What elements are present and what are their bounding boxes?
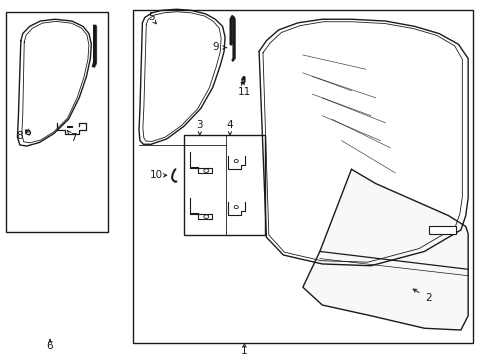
- Bar: [6, 12, 108, 232]
- Bar: [132, 10, 472, 342]
- Text: 11: 11: [237, 87, 251, 98]
- Text: 3: 3: [196, 120, 203, 130]
- Text: 7: 7: [70, 133, 77, 143]
- Polygon shape: [302, 169, 467, 330]
- Text: 5: 5: [147, 13, 154, 22]
- Text: 6: 6: [46, 341, 53, 351]
- Text: 1: 1: [241, 346, 247, 356]
- Bar: [428, 226, 455, 234]
- Text: 10: 10: [149, 170, 162, 180]
- Bar: [183, 135, 265, 235]
- Text: 9: 9: [212, 42, 218, 52]
- Text: 8: 8: [16, 131, 22, 141]
- Text: 4: 4: [226, 120, 233, 130]
- Text: 2: 2: [424, 293, 431, 303]
